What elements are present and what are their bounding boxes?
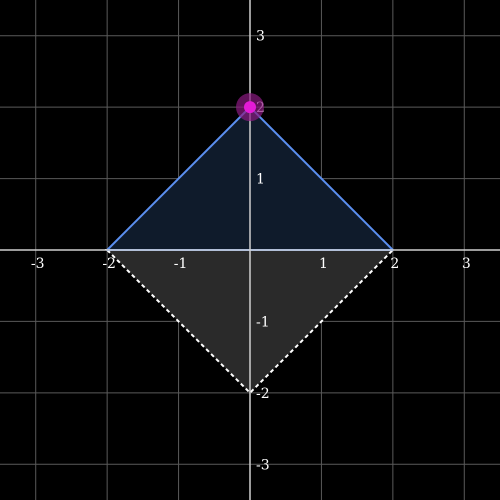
x-tick-label: -2 [102, 256, 116, 272]
points-layer [236, 93, 264, 122]
y-tick-label: -3 [256, 457, 270, 473]
y-tick-label: 3 [256, 29, 265, 45]
highlight-point[interactable] [244, 101, 256, 114]
y-tick-label: 1 [256, 172, 265, 188]
x-tick-label: 1 [319, 256, 328, 272]
x-tick-label: 2 [390, 256, 399, 272]
y-tick-label: -2 [256, 386, 270, 402]
x-tick-label: 3 [462, 256, 471, 272]
tick-labels: -3-2-1123321-1-2-3 [31, 29, 471, 474]
x-tick-label: -3 [31, 256, 45, 272]
x-tick-label: -1 [174, 256, 188, 272]
y-tick-label: -1 [256, 314, 270, 330]
